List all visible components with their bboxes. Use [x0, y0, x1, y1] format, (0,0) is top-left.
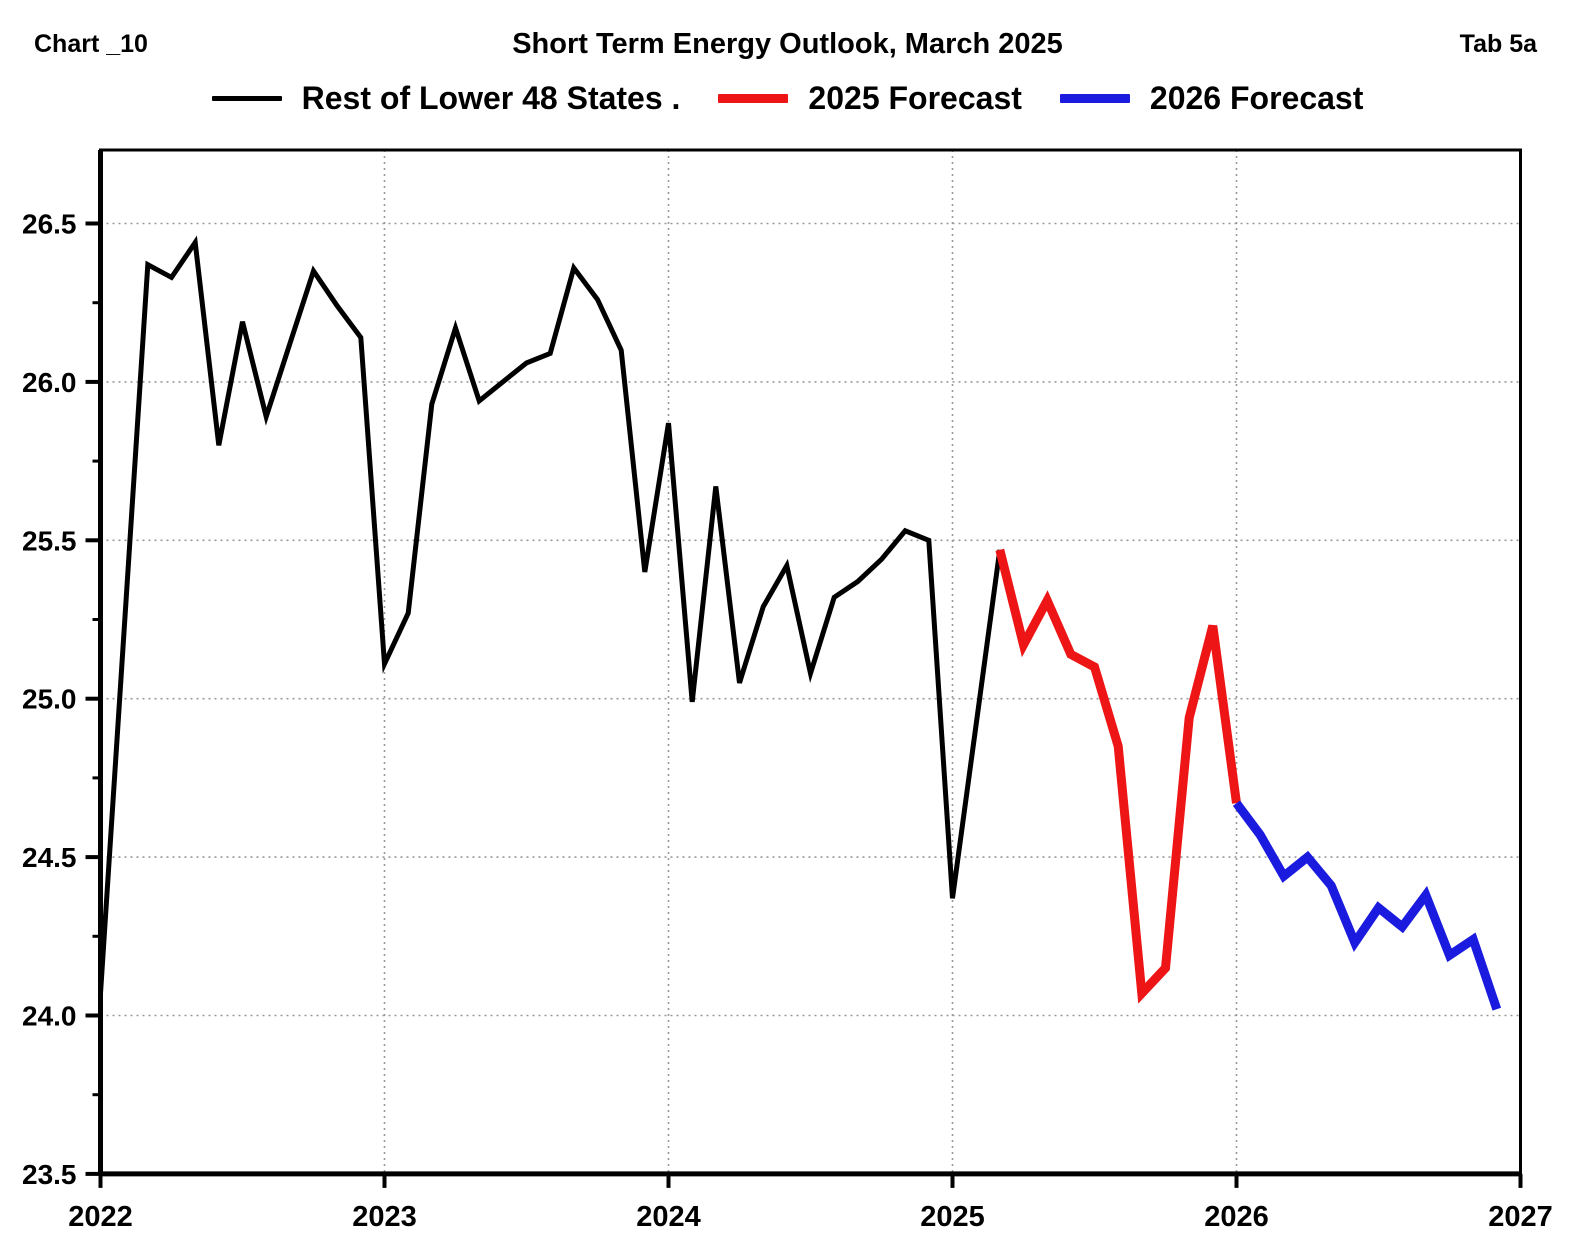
- x-tick-label: 2024: [636, 1201, 701, 1233]
- y-tick-label: 24.5: [22, 842, 77, 873]
- legend-item-0: Rest of Lower 48 States .: [211, 80, 681, 117]
- legend-line-swatch: [211, 96, 282, 101]
- chart-number-label: Chart _10: [34, 30, 148, 58]
- forecast-2026-line: [1232, 800, 1502, 1011]
- x-tick-label: 2026: [1204, 1201, 1269, 1233]
- legend-item-2: 2026 Forecast: [1059, 80, 1364, 117]
- y-tick-label: 25.0: [22, 684, 77, 715]
- history-line: [98, 235, 1003, 994]
- legend-item-1: 2025 Forecast: [718, 80, 1022, 117]
- forecast-2025-line: [995, 548, 1241, 1004]
- y-tick-label: 26.5: [22, 209, 77, 240]
- y-tick-label: 25.5: [22, 525, 77, 556]
- x-tick-label: 2025: [920, 1201, 985, 1233]
- y-tick-label: 24.0: [22, 1001, 77, 1032]
- x-tick-label: 2022: [68, 1201, 133, 1233]
- legend-line-swatch: [1059, 94, 1130, 103]
- x-tick-label: 2027: [1488, 1201, 1553, 1233]
- page-title: Short Term Energy Outlook, March 2025: [512, 28, 1063, 60]
- tab-label: Tab 5a: [1459, 30, 1537, 58]
- legend-label: 2025 Forecast: [808, 80, 1022, 116]
- x-tick-label: 2023: [352, 1201, 417, 1233]
- legend-line-swatch: [718, 94, 789, 103]
- y-tick-label: 26.0: [22, 367, 77, 398]
- y-tick-label: 23.5: [22, 1159, 77, 1190]
- legend-label: 2026 Forecast: [1149, 80, 1364, 116]
- legend-label: Rest of Lower 48 States .: [301, 80, 681, 116]
- legend: Rest of Lower 48 States . 2025 Forecast 20…: [0, 80, 1575, 117]
